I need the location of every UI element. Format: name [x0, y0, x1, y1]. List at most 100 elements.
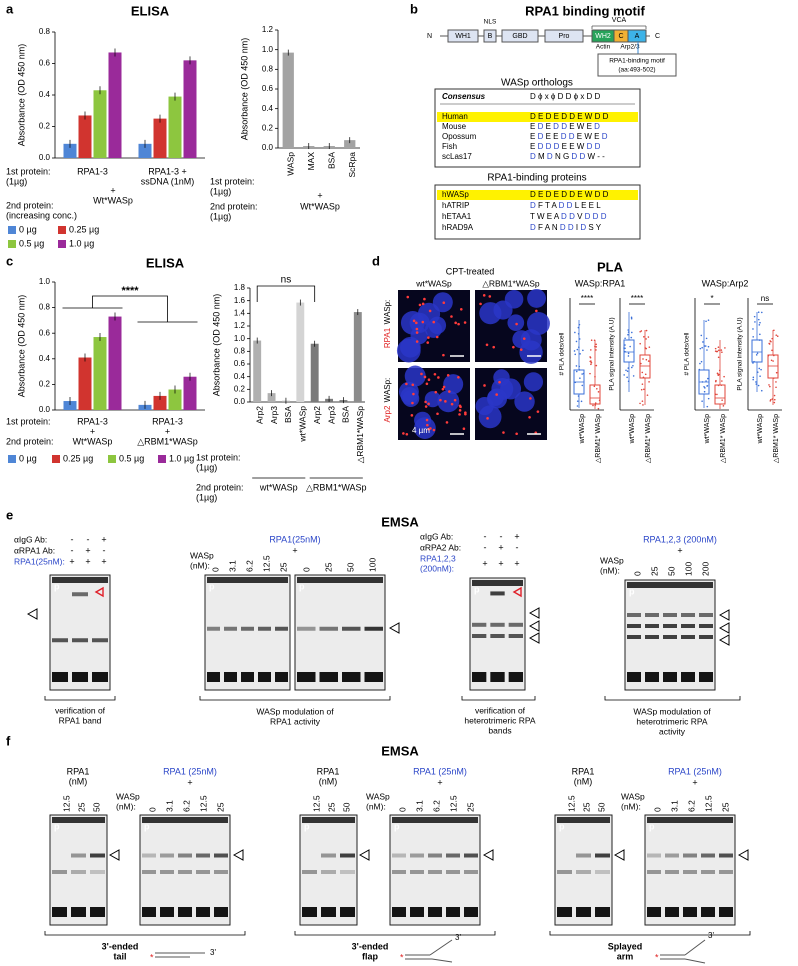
- shape: [178, 870, 192, 874]
- shape: [297, 577, 383, 583]
- label: # PLA dots/cell: [684, 332, 691, 376]
- residue: W: [577, 122, 585, 131]
- label: 25: [720, 802, 730, 812]
- point: [721, 351, 723, 354]
- point: [757, 384, 760, 387]
- label: Actin: [596, 44, 611, 51]
- point: [574, 331, 576, 334]
- pla-dot: [515, 432, 518, 436]
- bar: [93, 90, 107, 158]
- point: [589, 356, 592, 359]
- shape: [90, 853, 105, 858]
- panel-label: e: [6, 507, 13, 522]
- bracket: [92, 295, 168, 322]
- residue: E: [589, 201, 594, 210]
- label: p: [304, 821, 310, 831]
- label: p: [299, 581, 305, 591]
- shape: [683, 853, 697, 858]
- label: RPA1 activity: [270, 716, 321, 726]
- label: RPA1: [383, 327, 392, 348]
- point: [643, 388, 645, 391]
- shape: [490, 672, 505, 682]
- point: [724, 347, 726, 349]
- legend-label: 1.0 µg: [69, 238, 94, 248]
- pla-dot: [427, 336, 430, 339]
- point: [647, 360, 650, 362]
- shape: [207, 626, 220, 631]
- label: 3.1: [414, 800, 424, 812]
- label: -: [516, 542, 519, 552]
- shape: [645, 672, 659, 682]
- point: [771, 349, 773, 352]
- shape: [49, 814, 108, 926]
- pla-dot: [424, 405, 428, 408]
- panel-label: c: [6, 253, 13, 268]
- star: *: [655, 952, 659, 962]
- point: [775, 334, 778, 336]
- point: [645, 347, 648, 350]
- label: +: [498, 558, 503, 568]
- residue: E: [569, 122, 574, 131]
- point: [776, 335, 779, 338]
- residue: E: [554, 112, 559, 121]
- label: +: [514, 531, 519, 541]
- residue: D: [569, 112, 575, 121]
- x-tick-label: Arp3: [326, 406, 336, 424]
- residue: I: [576, 223, 578, 232]
- shape: [160, 870, 174, 874]
- point: [632, 364, 634, 367]
- residue: E: [569, 142, 574, 151]
- pla-dot: [483, 384, 486, 387]
- residue: N: [552, 223, 558, 232]
- label: 25: [465, 802, 475, 812]
- residue: D: [569, 190, 575, 199]
- point: [629, 345, 631, 348]
- point: [632, 375, 635, 377]
- residue: A: [552, 201, 558, 210]
- y-tick-label: 0.0: [39, 153, 51, 162]
- pla-dot: [485, 343, 489, 347]
- label: 100: [367, 558, 377, 572]
- shape: [557, 817, 610, 823]
- point: [771, 337, 773, 340]
- point: [579, 353, 581, 355]
- label: E D E E D D E W E D: [530, 132, 608, 141]
- point: [717, 346, 720, 349]
- arrowhead: [528, 620, 540, 632]
- point: [706, 349, 708, 351]
- y-tick-label: 0.8: [262, 64, 274, 73]
- shape: [392, 907, 406, 917]
- shape: [645, 624, 659, 628]
- shape: [302, 907, 317, 917]
- shape: [437, 112, 638, 122]
- residue: E: [554, 190, 559, 199]
- shape: [158, 455, 166, 463]
- label: △RBM1* WASp: [773, 414, 780, 463]
- label: (nM): [574, 776, 593, 786]
- shape: [508, 634, 523, 638]
- arrowhead: [232, 849, 244, 861]
- label: hWASp: [442, 190, 469, 199]
- shape: [160, 853, 174, 858]
- label: RPA1-binding proteins: [487, 173, 586, 184]
- shape: [72, 592, 88, 597]
- label: 25: [649, 566, 659, 576]
- shape: [683, 870, 697, 874]
- point: [640, 330, 643, 332]
- pla-dot: [457, 376, 460, 379]
- label: Arp2/3: [620, 44, 640, 51]
- nucleus: [475, 396, 494, 416]
- shape: [92, 638, 108, 643]
- pla-dot: [425, 418, 429, 422]
- point: [752, 328, 754, 330]
- label: 25: [323, 562, 333, 572]
- arrowhead: [718, 609, 730, 621]
- point: [700, 360, 703, 363]
- point: [775, 371, 778, 374]
- y-tick-label: 0.0: [262, 143, 274, 152]
- point: [573, 350, 576, 352]
- label: RPA1(25nM): [269, 534, 320, 544]
- shape: [294, 574, 386, 691]
- residue: E: [538, 190, 543, 199]
- label: # PLA dots/cell: [559, 332, 566, 376]
